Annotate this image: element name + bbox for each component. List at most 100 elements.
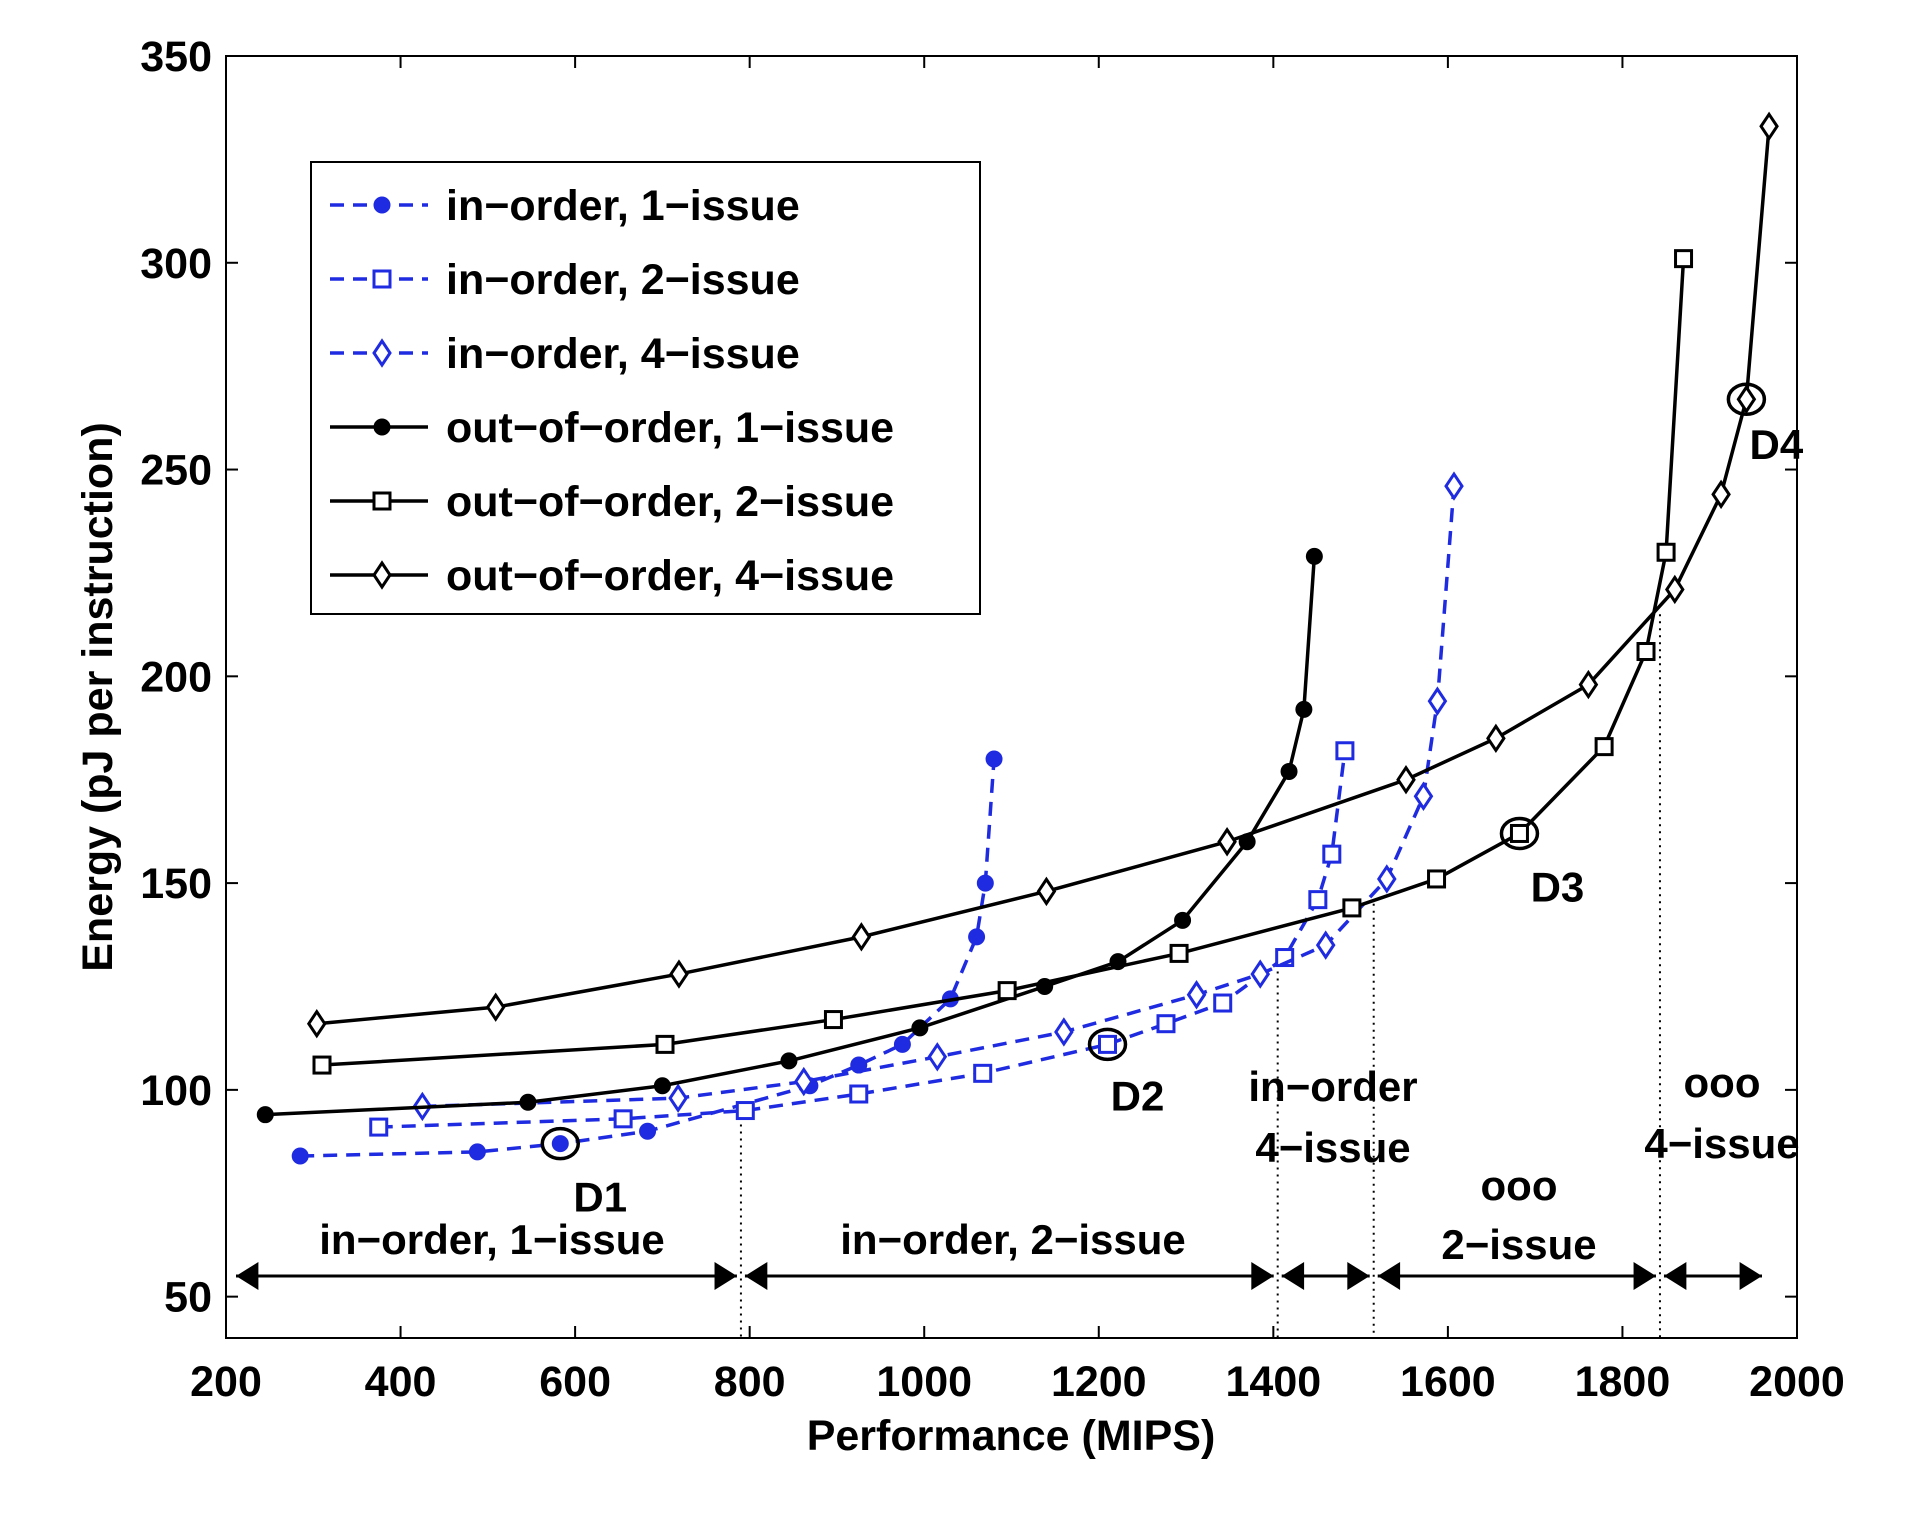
- data-point: [1305, 547, 1323, 565]
- legend: in−order, 1−issue in−order, 2−issue in−ord…: [310, 161, 981, 615]
- y-tick-label: 250: [140, 447, 212, 495]
- data-point: [1759, 111, 1779, 142]
- x-tick-label: 1800: [1575, 1358, 1671, 1406]
- region-label: in−order: [1248, 1063, 1417, 1110]
- data-point: [369, 1117, 389, 1137]
- data-point: [485, 992, 506, 1022]
- data-point: [1315, 930, 1336, 960]
- region-annotations: in−order, 1−issue in−order, 2−issue in−ord…: [236, 1059, 1800, 1290]
- data-point: [1250, 959, 1271, 989]
- x-tick-label: 400: [365, 1358, 437, 1406]
- region-label: 4−issue: [1255, 1124, 1410, 1171]
- data-point: [893, 1035, 911, 1053]
- data-point: [973, 1063, 993, 1083]
- series-line: [300, 758, 996, 1158]
- data-point: [1174, 911, 1192, 929]
- region-arrowhead-right: [1739, 1261, 1762, 1290]
- x-tick-label: 1600: [1400, 1358, 1496, 1406]
- region-label: 2−issue: [1441, 1221, 1596, 1268]
- legend-label: out−of−order, 2−issue: [446, 478, 894, 526]
- y-tick-label: 150: [140, 860, 212, 908]
- x-tick-label: 200: [190, 1358, 262, 1406]
- data-point: [1711, 479, 1731, 510]
- region-label: in−order, 1−issue: [319, 1216, 665, 1263]
- data-point: [780, 1052, 798, 1070]
- data-point: [1098, 1034, 1118, 1054]
- data-point: [976, 874, 994, 892]
- data-point: [669, 959, 689, 989]
- data-point: [1578, 669, 1599, 700]
- region-arrowhead-right: [1633, 1261, 1656, 1290]
- data-point: [1054, 1017, 1074, 1047]
- region-arrow: [1663, 1261, 1762, 1290]
- data-point: [1674, 249, 1694, 269]
- y-tick-label: 200: [140, 653, 212, 701]
- y-axis: 50 100 150 200 250 300 350: [140, 33, 1797, 1322]
- data-point: [306, 1008, 327, 1039]
- series-line: [378, 750, 1347, 1129]
- design-point-label: D4: [1750, 421, 1804, 468]
- region-label: ooo: [1684, 1059, 1761, 1106]
- legend-label: in−order, 4−issue: [446, 330, 800, 378]
- data-point: [668, 1083, 688, 1113]
- data-point: [1156, 1014, 1176, 1034]
- series-3: [412, 471, 1464, 1122]
- data-point: [256, 1106, 274, 1124]
- region-arrow: [1281, 1261, 1370, 1290]
- data-point: [1486, 723, 1506, 754]
- legend-item: in−order, 4−issue: [330, 330, 800, 378]
- data-point: [653, 1077, 671, 1095]
- data-point: [735, 1101, 755, 1121]
- data-point: [519, 1093, 537, 1111]
- data-point: [1213, 993, 1233, 1013]
- y-tick-label: 350: [140, 33, 212, 81]
- region-arrowhead-right: [1251, 1261, 1274, 1290]
- data-point: [1444, 471, 1464, 501]
- design-point-circle: [1499, 816, 1540, 851]
- x-axis: 200 400 600 800 1000 1200 1400 1600 1800 2000: [190, 56, 1845, 1406]
- series-2: [369, 741, 1355, 1137]
- region-arrowhead-right: [1347, 1261, 1370, 1290]
- y-axis-title: Energy (pJ per instruction): [74, 422, 122, 972]
- data-point: [968, 928, 986, 946]
- design-point-label: D2: [1111, 1072, 1165, 1119]
- y-tick-label: 300: [140, 240, 212, 288]
- legend-label: out−of−order, 1−issue: [446, 404, 894, 452]
- data-point: [1335, 741, 1355, 761]
- data-point: [1217, 827, 1237, 857]
- data-point: [1186, 980, 1207, 1010]
- legend-item: in−order, 1−issue: [330, 182, 800, 230]
- region-arrowhead-left: [1377, 1261, 1401, 1290]
- legend-label: in−order, 2−issue: [446, 256, 800, 304]
- legend-label: in−order, 1−issue: [446, 182, 800, 230]
- data-point: [373, 196, 391, 214]
- region-arrowhead-right: [714, 1261, 737, 1290]
- region-label: 4−issue: [1644, 1120, 1799, 1167]
- data-point: [291, 1147, 309, 1165]
- data-point: [1665, 574, 1685, 605]
- data-point: [911, 1019, 929, 1037]
- data-point: [373, 418, 391, 436]
- data-point: [1427, 869, 1447, 889]
- data-point: [1413, 781, 1434, 811]
- data-point: [823, 1010, 843, 1030]
- data-point: [372, 338, 392, 368]
- legend-label: out−of−order, 4−issue: [446, 552, 894, 600]
- data-point: [1280, 762, 1298, 780]
- data-point: [849, 1084, 869, 1104]
- legend-item: out−of−order, 1−issue: [330, 404, 894, 452]
- x-tick-label: 1000: [876, 1358, 972, 1406]
- data-point: [372, 491, 392, 511]
- y-tick-label: 100: [140, 1067, 212, 1115]
- design-points: D1 D2 D3 D4: [540, 382, 1804, 1221]
- x-tick-label: 1400: [1225, 1358, 1321, 1406]
- data-point: [639, 1122, 657, 1140]
- series-line: [422, 485, 1456, 1109]
- data-point: [551, 1135, 569, 1153]
- y-tick-label: 50: [164, 1274, 212, 1322]
- region-arrow: [236, 1261, 737, 1290]
- data-point: [1656, 542, 1676, 562]
- region-arrow: [1377, 1261, 1656, 1290]
- series-6: [306, 111, 1779, 1039]
- data-point: [372, 269, 392, 289]
